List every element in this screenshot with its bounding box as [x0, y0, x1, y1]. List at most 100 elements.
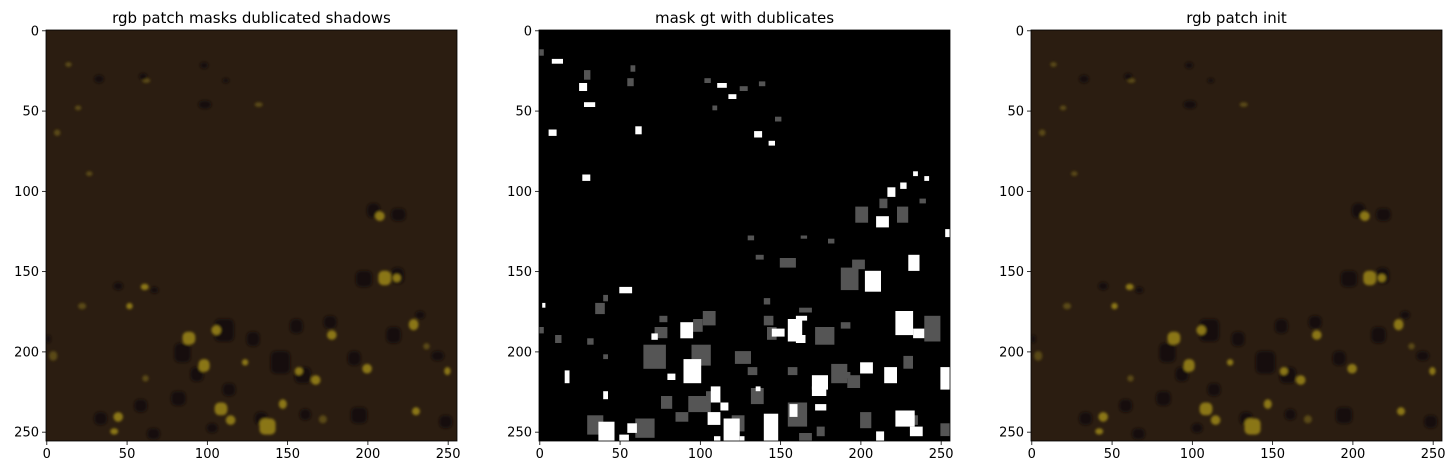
image-region [787, 367, 798, 376]
image-region [65, 62, 72, 67]
image-region [775, 116, 782, 122]
image-region [739, 86, 748, 91]
image-region [584, 70, 591, 80]
image-region [903, 355, 913, 369]
image-region [795, 335, 806, 343]
image-region [1127, 375, 1134, 382]
image-region [603, 294, 608, 302]
axes-frame [1030, 29, 1443, 442]
image-region [734, 351, 751, 364]
image-region [1034, 351, 1043, 361]
image-region [755, 254, 764, 260]
image-region [750, 388, 764, 405]
image-background [1031, 30, 1442, 441]
image-region [299, 408, 311, 421]
image-region [831, 363, 848, 384]
image-region [1156, 391, 1171, 406]
x-tick-label: 50 [119, 447, 136, 462]
image-region [768, 140, 775, 146]
image-region [431, 351, 445, 361]
image-region [246, 331, 260, 347]
image-region [1371, 327, 1386, 344]
image-region [214, 319, 234, 342]
y-axis: 0 50 100 150 200 250 [507, 24, 539, 441]
image-region [747, 367, 758, 376]
x-tick-label: 100 [1180, 447, 1205, 462]
image-region [1111, 302, 1118, 310]
image-region [635, 126, 642, 135]
image-region [1303, 415, 1312, 424]
image-region [643, 344, 666, 369]
image-region [913, 171, 918, 177]
image-region [693, 319, 703, 332]
image-blobs [1031, 62, 1438, 440]
image-region [900, 182, 907, 189]
image-region [840, 322, 851, 329]
image-region [386, 327, 401, 344]
image-region [310, 375, 321, 385]
image-region [408, 319, 419, 331]
image-region [150, 286, 159, 294]
y-tick-label: 0 [524, 24, 532, 39]
x-axis: 0 50 100 150 200 250 [536, 441, 954, 462]
image-region [897, 206, 909, 223]
image-region [630, 65, 636, 72]
image-region [564, 370, 570, 384]
image-region [270, 351, 291, 374]
image-region [864, 270, 881, 292]
image-region [884, 367, 897, 384]
x-tick-label: 200 [848, 447, 873, 462]
image-region [876, 431, 885, 441]
image-region [852, 259, 865, 270]
y-tick-label: 250 [14, 426, 39, 441]
image-region [627, 78, 634, 87]
image-region [206, 423, 218, 433]
image-region [1210, 415, 1221, 425]
image-region [1191, 423, 1203, 433]
image-region [142, 375, 149, 382]
image-region [924, 176, 930, 181]
image-region [1079, 75, 1089, 83]
rgb-patch-image [1031, 30, 1442, 441]
image-region [717, 83, 727, 88]
image-region [1393, 319, 1404, 331]
x-tick-label: 150 [1260, 447, 1285, 462]
x-tick-label: 250 [436, 447, 461, 462]
rgb-patch-image [46, 30, 457, 441]
image-region [1239, 102, 1248, 107]
image-region [1132, 428, 1145, 440]
image-region [680, 322, 694, 339]
image-region [134, 399, 148, 413]
image-region [667, 373, 676, 380]
image-region [754, 131, 763, 138]
image-region [362, 363, 372, 374]
image-region [222, 383, 236, 396]
image-region [1207, 78, 1214, 83]
image-region [211, 325, 221, 335]
image-blobs [46, 62, 453, 440]
image-region [323, 315, 337, 329]
y-tick-label: 100 [999, 185, 1024, 200]
image-region [1340, 270, 1357, 287]
image-region [704, 78, 711, 83]
x-tick-label: 200 [1340, 447, 1365, 462]
image-region [720, 402, 729, 411]
image-region [198, 100, 212, 109]
image-region [551, 58, 563, 64]
y-tick-label: 100 [14, 185, 39, 200]
image-region [603, 354, 608, 360]
image-region [1183, 100, 1197, 109]
image-region [816, 426, 825, 437]
image-region [1071, 171, 1078, 177]
image-background [539, 30, 950, 441]
image-region [860, 412, 872, 429]
mask-image [539, 30, 950, 441]
image-region [1332, 351, 1346, 366]
y-tick-label: 150 [14, 265, 39, 280]
image-region [1363, 270, 1377, 286]
image-region [1416, 351, 1430, 361]
image-region [651, 333, 658, 340]
image-region [1377, 274, 1386, 282]
image-region [254, 102, 263, 107]
